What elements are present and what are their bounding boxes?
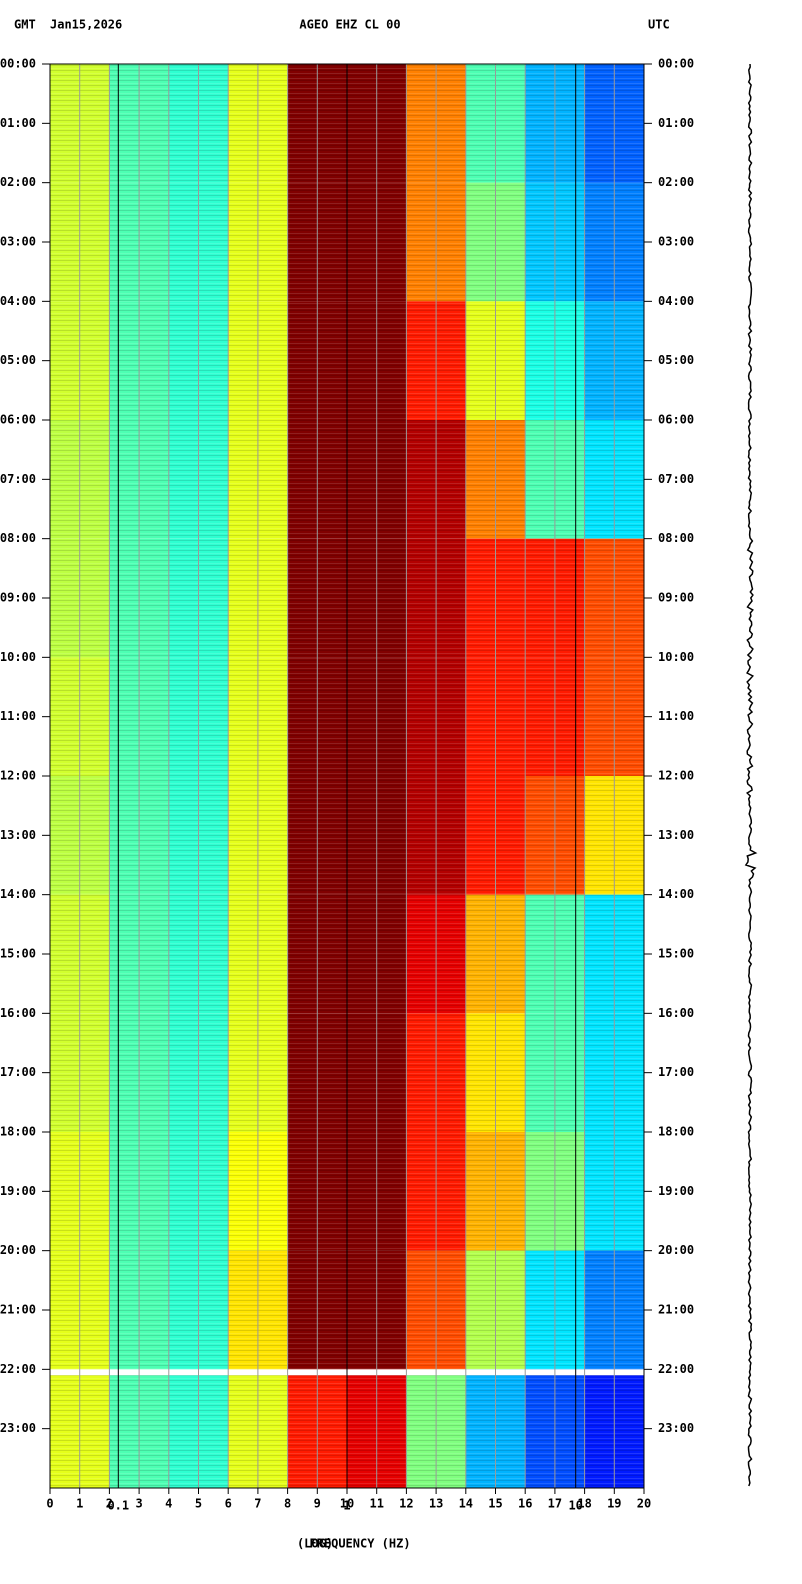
- y-tick-label: 00:00: [0, 57, 36, 71]
- y-tick-label: 23:00: [0, 1421, 36, 1435]
- y-tick-label: 21:00: [0, 1303, 36, 1317]
- y-tick-label: 19:00: [0, 1184, 36, 1198]
- log-x-tick-label: 1: [343, 1499, 350, 1513]
- x-tick-label: 9: [314, 1497, 321, 1511]
- y-tick-label: 14:00: [0, 887, 36, 901]
- y-tick-label-right: 11:00: [658, 709, 694, 723]
- y-tick-label-right: 04:00: [658, 294, 694, 308]
- seismogram-trace: [744, 63, 758, 1487]
- y-tick-label-right: 18:00: [658, 1125, 694, 1139]
- y-tick-label-right: 22:00: [658, 1362, 694, 1376]
- y-tick-label-right: 07:00: [658, 472, 694, 486]
- y-tick-label-right: 08:00: [658, 531, 694, 545]
- x-tick-label: 18: [577, 1497, 591, 1511]
- x-tick-label: 5: [195, 1497, 202, 1511]
- y-tick-label: 10:00: [0, 650, 36, 664]
- x-tick-label: 2: [106, 1497, 113, 1511]
- y-tick-label-right: 15:00: [658, 947, 694, 961]
- y-tick-label-right: 01:00: [658, 116, 694, 130]
- y-tick-label-right: 05:00: [658, 353, 694, 367]
- y-tick-label-right: 12:00: [658, 769, 694, 783]
- y-tick-label: 05:00: [0, 353, 36, 367]
- y-tick-label: 03:00: [0, 235, 36, 249]
- y-tick-label: 22:00: [0, 1362, 36, 1376]
- y-tick-label: 02:00: [0, 175, 36, 189]
- x-tick-label: 3: [135, 1497, 142, 1511]
- x-axis-title: FREQUENCY (HZ): [309, 1537, 410, 1551]
- y-tick-label: 11:00: [0, 709, 36, 723]
- x-tick-label: 1: [76, 1497, 83, 1511]
- y-tick-label: 15:00: [0, 947, 36, 961]
- y-tick-label-right: 19:00: [658, 1184, 694, 1198]
- x-axis-prefix: (LOG): [297, 1537, 333, 1551]
- chart-title: AGEO EHZ CL 00: [299, 18, 400, 32]
- right-label: UTC: [648, 18, 670, 32]
- y-tick-label-right: 13:00: [658, 828, 694, 842]
- date: Jan15,2026: [50, 18, 122, 32]
- x-tick-label: 4: [165, 1497, 172, 1511]
- y-tick-label-right: 09:00: [658, 591, 694, 605]
- x-tick-label: 8: [284, 1497, 291, 1511]
- x-tick-label: 20: [637, 1497, 651, 1511]
- x-tick-label: 15: [488, 1497, 502, 1511]
- y-tick-label-right: 02:00: [658, 175, 694, 189]
- plot-frame: [49, 63, 645, 1489]
- y-tick-label: 16:00: [0, 1006, 36, 1020]
- x-tick-label: 17: [548, 1497, 562, 1511]
- left-label: GMT: [14, 18, 36, 32]
- y-tick-label: 09:00: [0, 591, 36, 605]
- y-tick-label-right: 16:00: [658, 1006, 694, 1020]
- y-tick-label-right: 00:00: [658, 57, 694, 71]
- y-tick-label-right: 14:00: [658, 887, 694, 901]
- y-tick-label: 04:00: [0, 294, 36, 308]
- x-tick-label: 13: [429, 1497, 443, 1511]
- y-tick-label-right: 21:00: [658, 1303, 694, 1317]
- y-tick-label: 18:00: [0, 1125, 36, 1139]
- y-tick-label: 13:00: [0, 828, 36, 842]
- y-tick-label-right: 17:00: [658, 1065, 694, 1079]
- y-tick-label: 20:00: [0, 1243, 36, 1257]
- y-tick-label-right: 23:00: [658, 1421, 694, 1435]
- x-tick-label: 6: [225, 1497, 232, 1511]
- x-tick-label: 12: [399, 1497, 413, 1511]
- x-tick-label: 11: [369, 1497, 383, 1511]
- log-x-tick-label: 0.1: [107, 1499, 129, 1513]
- y-tick-label: 12:00: [0, 769, 36, 783]
- x-tick-label: 0: [46, 1497, 53, 1511]
- y-tick-label: 06:00: [0, 413, 36, 427]
- log-x-tick-label: 10: [568, 1499, 582, 1513]
- y-tick-label-right: 10:00: [658, 650, 694, 664]
- x-tick-label: 10: [340, 1497, 354, 1511]
- y-tick-label: 08:00: [0, 531, 36, 545]
- x-tick-label: 19: [607, 1497, 621, 1511]
- y-tick-label-right: 06:00: [658, 413, 694, 427]
- x-tick-label: 16: [518, 1497, 532, 1511]
- y-tick-label-right: 03:00: [658, 235, 694, 249]
- x-tick-label: 7: [254, 1497, 261, 1511]
- y-tick-label: 07:00: [0, 472, 36, 486]
- x-tick-label: 14: [459, 1497, 473, 1511]
- y-tick-label-right: 20:00: [658, 1243, 694, 1257]
- y-tick-label: 01:00: [0, 116, 36, 130]
- y-tick-label: 17:00: [0, 1065, 36, 1079]
